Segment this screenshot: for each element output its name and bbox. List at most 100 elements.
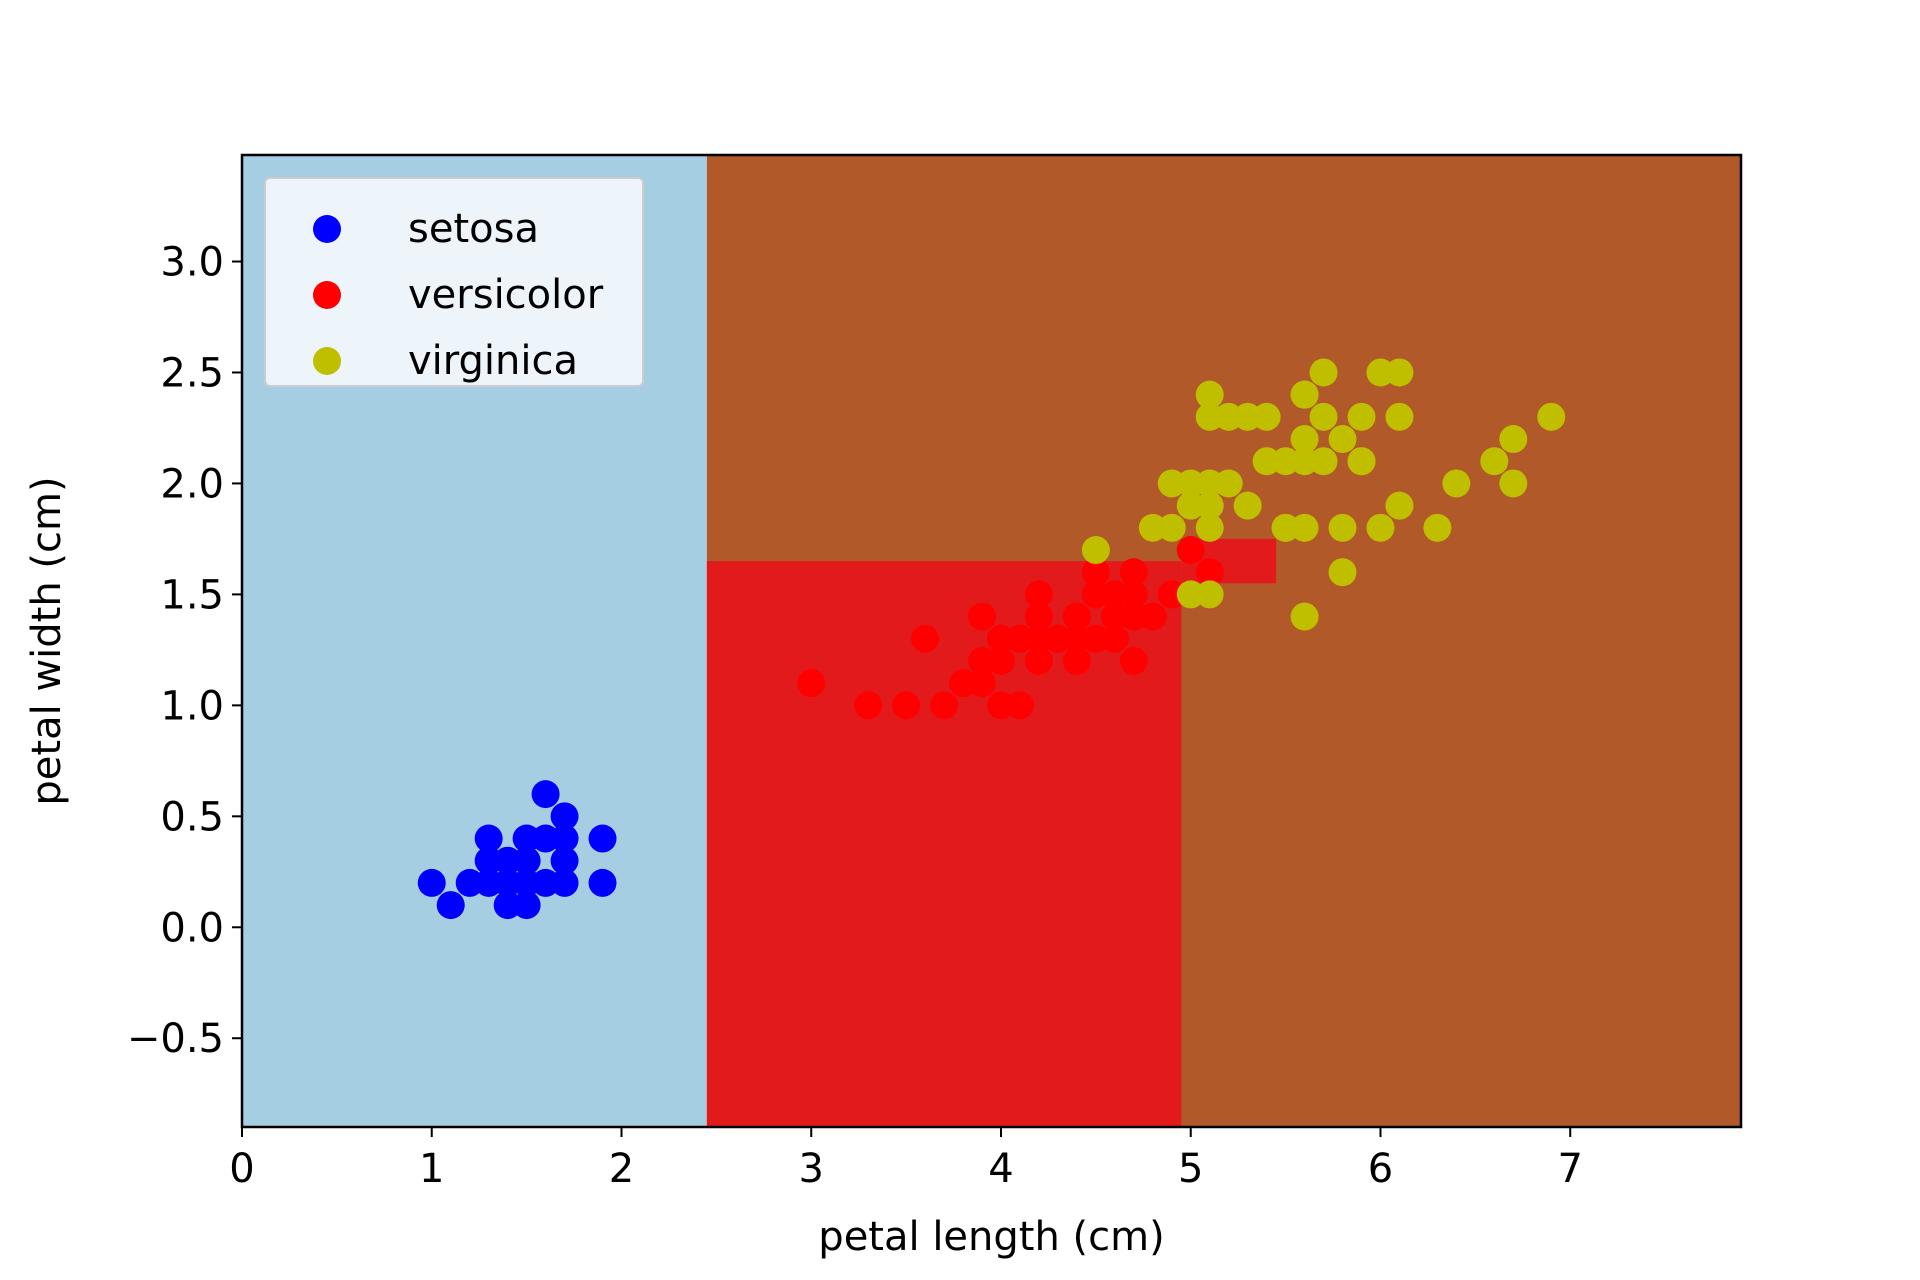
x-tick-label: 4: [988, 1146, 1013, 1192]
versicolor-point-26: [930, 691, 959, 720]
virginica-point-16: [1499, 425, 1528, 454]
virginica-point-39: [1347, 402, 1376, 431]
virginica-point-17: [1537, 402, 1566, 431]
versicolor-point-44: [1119, 558, 1148, 587]
legend: setosa versicolor virginica: [264, 177, 644, 387]
virginica-point-20: [1157, 469, 1186, 498]
setosa-point-10: [474, 824, 503, 853]
x-axis: 0 1 2 3 4 5 6 7: [229, 1127, 1583, 1192]
virginica-point-44: [1214, 469, 1243, 498]
versicolor-point-43: [1100, 580, 1129, 609]
setosa-point-16: [588, 824, 617, 853]
y-tick-label: −0.5: [127, 1016, 224, 1062]
virginica-point-37: [1290, 380, 1319, 409]
virginica-point-33: [1385, 402, 1414, 431]
y-tick-label: 0.5: [160, 794, 224, 840]
setosa-point-8: [455, 868, 484, 897]
virginica-point-27: [1328, 558, 1357, 587]
legend-label-setosa: setosa: [408, 206, 539, 252]
versicolor-point-25: [949, 669, 978, 698]
versicolor-point-40: [1043, 624, 1072, 653]
versicolor-point-28: [1195, 558, 1224, 587]
versicolor-point-35: [1100, 602, 1129, 631]
versicolor-point-20: [1119, 646, 1148, 675]
virginica-point-19: [1309, 402, 1338, 431]
versicolor-point-14: [1005, 691, 1034, 720]
virginica-point-47: [1176, 491, 1205, 520]
y-tick-label: 2.5: [160, 350, 224, 396]
virginica-point-4: [1328, 425, 1357, 454]
virginica-point-6: [1081, 536, 1110, 565]
legend-marker-setosa: [313, 215, 341, 243]
legend-label-versicolor: versicolor: [408, 272, 604, 318]
legend-marker-virginica: [313, 347, 341, 375]
legend-marker-versicolor: [313, 281, 341, 309]
x-tick-label: 5: [1178, 1146, 1203, 1192]
x-tick-label: 7: [1558, 1146, 1583, 1192]
virginica-point-30: [1290, 425, 1319, 454]
setosa-point-12: [417, 868, 446, 897]
x-tick-label: 1: [419, 1146, 444, 1192]
y-tick-label: 1.0: [160, 683, 224, 729]
versicolor-point-23: [1176, 536, 1205, 565]
setosa-point-20: [512, 846, 541, 875]
versicolor-point-39: [1024, 646, 1053, 675]
virginica-point-46: [1195, 513, 1224, 542]
legend-label-virginica: virginica: [408, 338, 578, 384]
virginica-point-35: [1271, 513, 1300, 542]
setosa-point-13: [550, 802, 579, 831]
x-tick-label: 6: [1368, 1146, 1393, 1192]
versicolor-point-45: [1024, 602, 1053, 631]
versicolor-point-34: [1062, 646, 1091, 675]
versicolor-point-37: [797, 669, 826, 698]
virginica-point-29: [1442, 469, 1471, 498]
y-axis: −0.5 0.0 0.5 1.0 1.5 2.0 2.5 3.0: [127, 240, 242, 1062]
y-tick-label: 3.0: [160, 240, 224, 286]
virginica-point-43: [1233, 402, 1262, 431]
virginica-point-14: [1195, 380, 1224, 409]
versicolor-point-9: [1024, 580, 1053, 609]
virginica-point-8: [1328, 513, 1357, 542]
y-tick-label: 0.0: [160, 905, 224, 951]
versicolor-point-42: [1081, 624, 1110, 653]
setosa-point-18: [493, 891, 522, 920]
versicolor-point-5: [854, 691, 883, 720]
versicolor-point-7: [968, 602, 997, 631]
virginica-point-21: [1499, 469, 1528, 498]
setosa-point-21: [550, 868, 579, 897]
setosa-point-17: [531, 780, 560, 809]
virginica-point-31: [1195, 580, 1224, 609]
versicolor-point-46: [1138, 602, 1167, 631]
region-versicolor-2: [706, 561, 1182, 1127]
virginica-point-24: [1366, 513, 1395, 542]
x-tick-label: 3: [799, 1146, 824, 1192]
virginica-point-25: [1138, 513, 1167, 542]
virginica-point-40: [1309, 358, 1338, 387]
scatter-points: [417, 358, 1566, 920]
legend-box: [264, 177, 644, 387]
setosa-point-15: [531, 824, 560, 853]
virginica-point-36: [1252, 447, 1281, 476]
versicolor-point-36: [986, 646, 1015, 675]
versicolor-point-41: [1005, 624, 1034, 653]
virginica-point-11: [1233, 491, 1262, 520]
y-tick-label: 1.5: [160, 572, 224, 618]
plot-frame: [240, 153, 1743, 1129]
versicolor-point-12: [911, 624, 940, 653]
setosa-point-19: [474, 846, 503, 875]
virginica-point-28: [1385, 491, 1414, 520]
versicolor-point-8: [892, 691, 921, 720]
x-tick-label: 2: [609, 1146, 634, 1192]
setosa-point-11: [550, 846, 579, 875]
virginica-point-5: [1480, 447, 1509, 476]
x-axis-label: petal length (cm): [818, 1214, 1164, 1260]
versicolor-point-22: [1062, 602, 1091, 631]
virginica-point-32: [1290, 602, 1319, 631]
y-axis-label: petal width (cm): [24, 476, 70, 805]
x-tick-label: 0: [229, 1146, 254, 1192]
y-tick-label: 2.0: [160, 461, 224, 507]
setosa-point-7: [436, 891, 465, 920]
virginica-point-7: [1423, 513, 1452, 542]
virginica-point-26: [1290, 447, 1319, 476]
